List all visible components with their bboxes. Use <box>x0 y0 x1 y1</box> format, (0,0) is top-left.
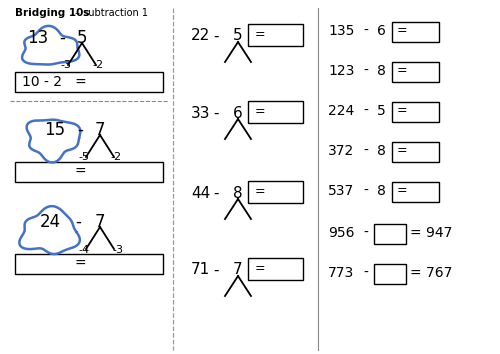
Bar <box>15 162 163 182</box>
Text: =: = <box>397 24 407 38</box>
Text: 71: 71 <box>191 263 210 278</box>
Text: 22: 22 <box>191 29 210 44</box>
Bar <box>392 102 439 122</box>
Text: 8: 8 <box>233 185 243 200</box>
Bar <box>248 258 303 280</box>
Bar <box>392 62 439 82</box>
Text: -: - <box>213 105 219 120</box>
Text: 6: 6 <box>233 105 243 120</box>
Text: =: = <box>397 144 407 158</box>
Text: -: - <box>364 184 368 198</box>
Text: 8: 8 <box>376 64 386 78</box>
Text: -4: -4 <box>78 245 90 255</box>
Text: -2: -2 <box>92 60 104 70</box>
Text: 44: 44 <box>191 185 210 200</box>
Bar <box>392 142 439 162</box>
Text: =: = <box>397 64 407 78</box>
Text: -5: -5 <box>78 152 90 162</box>
Text: 773: 773 <box>328 266 354 280</box>
Text: =: = <box>255 185 266 199</box>
Text: =: = <box>74 165 86 179</box>
Text: -2: -2 <box>110 152 122 162</box>
Text: -: - <box>75 213 81 231</box>
Text: 6: 6 <box>376 24 386 38</box>
Text: 135: 135 <box>328 24 354 38</box>
Text: =: = <box>255 263 266 275</box>
Text: = 947: = 947 <box>410 226 453 240</box>
Text: -: - <box>364 24 368 38</box>
Text: -: - <box>364 104 368 118</box>
Bar <box>248 181 303 203</box>
Text: -: - <box>364 64 368 78</box>
Bar <box>374 264 406 284</box>
Bar <box>248 24 303 46</box>
Bar <box>392 182 439 202</box>
Text: -3: -3 <box>112 245 124 255</box>
Text: 8: 8 <box>376 144 386 158</box>
Text: =: = <box>255 105 266 119</box>
Text: 13: 13 <box>28 29 48 47</box>
Text: 5: 5 <box>233 29 243 44</box>
Text: -: - <box>364 226 368 240</box>
Text: =: = <box>74 257 86 271</box>
Text: 24: 24 <box>40 213 60 231</box>
Bar <box>15 72 163 92</box>
Text: 7: 7 <box>233 263 243 278</box>
Text: 8: 8 <box>376 184 386 198</box>
Text: -: - <box>364 266 368 280</box>
Text: 7: 7 <box>95 121 105 139</box>
Text: 33: 33 <box>191 105 210 120</box>
Text: -: - <box>59 29 65 47</box>
Text: 10 - 2   =: 10 - 2 = <box>22 75 87 89</box>
Text: 15: 15 <box>44 121 66 139</box>
Text: 5: 5 <box>376 104 386 118</box>
Text: 123: 123 <box>328 64 354 78</box>
Bar <box>392 22 439 42</box>
Text: -: - <box>213 29 219 44</box>
Text: 224: 224 <box>328 104 354 118</box>
Text: 537: 537 <box>328 184 354 198</box>
Text: =: = <box>397 104 407 118</box>
Bar <box>248 101 303 123</box>
Text: – subtraction 1: – subtraction 1 <box>72 8 148 18</box>
Text: 5: 5 <box>77 29 88 47</box>
Text: 372: 372 <box>328 144 354 158</box>
Bar <box>15 254 163 274</box>
Text: = 767: = 767 <box>410 266 453 280</box>
Text: 956: 956 <box>328 226 354 240</box>
Text: -3: -3 <box>60 60 72 70</box>
Text: =: = <box>255 29 266 41</box>
Text: 7: 7 <box>95 213 105 231</box>
Text: Bridging 10s: Bridging 10s <box>15 8 90 18</box>
Bar <box>374 224 406 244</box>
Text: =: = <box>397 184 407 198</box>
Text: -: - <box>364 144 368 158</box>
Text: -: - <box>77 121 83 139</box>
Text: -: - <box>213 263 219 278</box>
Text: -: - <box>213 185 219 200</box>
